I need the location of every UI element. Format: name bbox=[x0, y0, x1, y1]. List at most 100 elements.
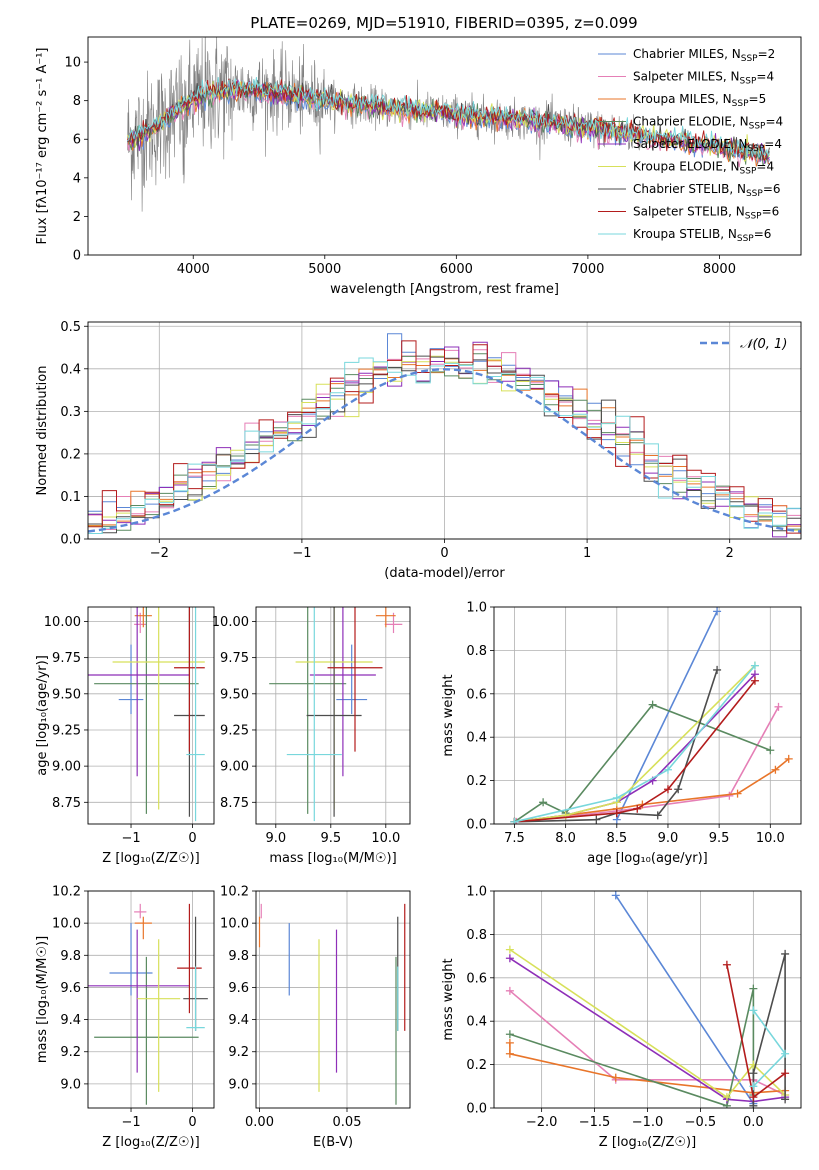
data-point-marker bbox=[510, 817, 519, 824]
data-point-marker bbox=[722, 1093, 731, 1102]
x-tick-label: −2.0 bbox=[526, 1115, 558, 1130]
y-axis-label: mass weight bbox=[441, 674, 456, 756]
y-tick-label: 0.8 bbox=[466, 928, 487, 943]
errorbar-point bbox=[327, 607, 383, 752]
x-tick-label: −1 bbox=[292, 546, 311, 561]
legend-entry: Kroupa MILES, NSSP=5 bbox=[633, 92, 766, 109]
x-tick-label: 7.5 bbox=[504, 831, 525, 846]
axes-frame bbox=[255, 606, 411, 825]
errorbar-point bbox=[94, 956, 199, 1105]
y-tick-label: 0.2 bbox=[466, 1058, 487, 1073]
y-axis-label: age [log₁₀(age/yr)] bbox=[35, 655, 50, 776]
x-tick-label: 0.05 bbox=[333, 1115, 362, 1130]
y-tick-label: 0.0 bbox=[60, 533, 81, 548]
y-tick-label: 10.0 bbox=[220, 917, 249, 932]
y-tick-label: 0.0 bbox=[466, 1102, 487, 1117]
x-tick-label: 4000 bbox=[177, 262, 210, 277]
data-point-marker bbox=[771, 765, 780, 774]
y-tick-label: 9.2 bbox=[228, 1045, 249, 1060]
y-tick-label: 1.0 bbox=[466, 601, 487, 616]
y-tick-label: 0.4 bbox=[60, 362, 81, 377]
x-tick-label: 0 bbox=[188, 1115, 196, 1130]
series-line bbox=[516, 706, 780, 823]
x-tick-label: −2 bbox=[150, 546, 169, 561]
y-tick-label: 9.75 bbox=[52, 651, 81, 666]
y-axis-label: Normed distribution bbox=[35, 366, 50, 496]
data-point-marker bbox=[663, 765, 672, 774]
y-tick-label: 9.6 bbox=[228, 981, 249, 996]
x-axis-label: mass [log₁₀(M/M☉)] bbox=[269, 851, 396, 866]
y-tick-label: 0.1 bbox=[60, 490, 81, 505]
y-tick-label: 9.25 bbox=[52, 723, 81, 738]
data-point-marker bbox=[749, 1082, 758, 1091]
model-spectrum-kroupa-stelib bbox=[127, 77, 770, 159]
errorbar-point bbox=[286, 607, 342, 822]
series-line bbox=[509, 990, 786, 1096]
legend: Chabrier MILES, NSSP=2 Salpeter MILES, NS… bbox=[598, 47, 783, 244]
y-tick-label: 10.2 bbox=[52, 885, 81, 900]
data-point-marker bbox=[648, 700, 657, 709]
axes-mass-vs-EBV: 0.00 0.05 9.0 9.2 9.4 9.6 9.8 10.0 10.2 E(B-V) bbox=[220, 885, 411, 1150]
x-tick-label: 7000 bbox=[571, 262, 604, 277]
axes-spectrum: 4000 5000 6000 7000 8000 0 2 4 6 8 10 wavelength [A… bbox=[35, 36, 802, 297]
x-tick-label: 10.0 bbox=[371, 831, 400, 846]
data-point-marker bbox=[781, 1095, 790, 1104]
y-tick-label: 9.8 bbox=[228, 949, 249, 964]
legend-entry: Chabrier ELODIE, NSSP=4 bbox=[633, 115, 783, 132]
y-tick-label: 9.75 bbox=[220, 651, 249, 666]
model-spectrum-salpeter-stelib bbox=[127, 78, 770, 162]
errorbar-point bbox=[186, 607, 205, 822]
y-tick-label: 9.6 bbox=[60, 981, 81, 996]
y-tick-label: 9.8 bbox=[60, 949, 81, 964]
axes-mass-weight-vs-age: 7.5 8.0 8.5 9.0 9.5 10.0 0.0 0.2 0.4 0.6 0.8 1.0 age… bbox=[441, 601, 802, 866]
legend-entry: Kroupa ELODIE, NSSP=4 bbox=[633, 160, 774, 177]
series-line bbox=[514, 758, 790, 823]
legend-entry: Salpeter STELIB, NSSP=6 bbox=[633, 205, 779, 222]
data-point-marker bbox=[749, 984, 758, 993]
figure-title: PLATE=0269, MJD=51910, FIBERID=0395, z=0… bbox=[250, 14, 637, 32]
x-tick-label: 5000 bbox=[308, 262, 341, 277]
y-tick-label: 6 bbox=[73, 133, 81, 148]
y-axis-label: mass weight bbox=[441, 958, 456, 1040]
y-tick-label: 10.0 bbox=[52, 917, 81, 932]
errorbar-point bbox=[177, 903, 202, 1014]
data-point-marker bbox=[505, 1030, 514, 1039]
x-tick-label: 9.0 bbox=[658, 831, 679, 846]
y-tick-label: 2 bbox=[73, 210, 81, 225]
x-tick-label: −1.0 bbox=[632, 1115, 664, 1130]
errorbar-point bbox=[336, 644, 368, 715]
y-tick-label: 0 bbox=[73, 249, 81, 264]
data-point-marker bbox=[663, 785, 672, 794]
axes-frame bbox=[493, 890, 802, 1109]
histogram-kroupa-stelib bbox=[88, 357, 801, 534]
x-tick-label: 9.0 bbox=[265, 831, 286, 846]
plot-area bbox=[88, 903, 208, 1105]
errorbar-point bbox=[174, 607, 205, 752]
y-tick-label: 0.6 bbox=[466, 971, 487, 986]
errorbar-point bbox=[118, 644, 144, 715]
legend-entry: Salpeter ELODIE, NSSP=4 bbox=[633, 137, 782, 154]
y-tick-label: 0.2 bbox=[60, 447, 81, 462]
x-tick-label: 8000 bbox=[703, 262, 736, 277]
x-axis-label: Z [log₁₀(Z/Z☉)] bbox=[599, 1135, 696, 1150]
data-point-marker bbox=[505, 954, 514, 963]
axes-frame bbox=[255, 890, 411, 1109]
y-tick-label: 9.4 bbox=[228, 1013, 249, 1028]
y-tick-label: 10.00 bbox=[44, 615, 81, 630]
data-point-marker bbox=[653, 811, 662, 820]
errorbar-point bbox=[112, 607, 205, 810]
errorbar-point bbox=[134, 916, 152, 940]
data-point-marker bbox=[749, 1093, 758, 1102]
errorbar-point bbox=[137, 939, 181, 1092]
plot-area bbox=[88, 333, 801, 538]
y-tick-label: 10.00 bbox=[212, 615, 249, 630]
data-point-marker bbox=[766, 746, 775, 755]
data-point-marker bbox=[713, 665, 722, 674]
series-line bbox=[514, 665, 756, 823]
data-point-marker bbox=[749, 1006, 758, 1015]
errorbar-point bbox=[375, 607, 396, 628]
y-tick-label: 10.2 bbox=[220, 885, 249, 900]
plot-area bbox=[505, 891, 790, 1108]
y-tick-label: 0.0 bbox=[466, 818, 487, 833]
